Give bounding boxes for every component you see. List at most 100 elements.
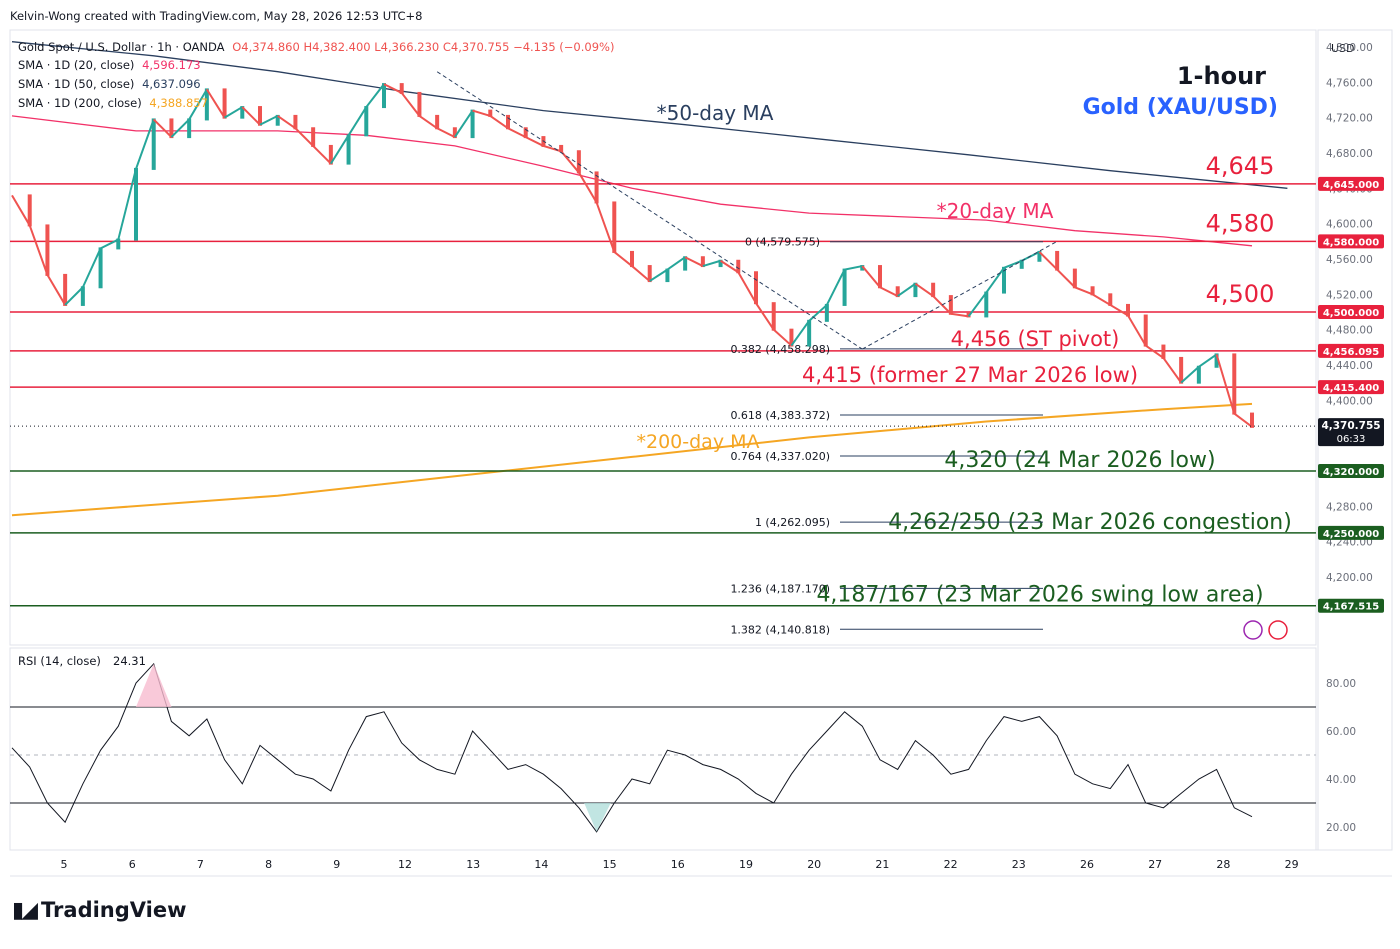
level-label: 4,645 [1206, 152, 1275, 180]
price-candle [612, 201, 617, 253]
level-axis-label: 4,500.000 [1323, 308, 1379, 319]
price-candle [1126, 303, 1130, 317]
price-candle [771, 302, 776, 331]
chart-title: 1-hour [1177, 62, 1266, 90]
price-candle [1179, 356, 1184, 384]
price-segment [81, 247, 102, 288]
price-tick-label: 4,520.00 [1326, 289, 1373, 301]
legend-symbol-row: Gold Spot / U.S. Dollar · 1h · OANDA O4,… [18, 40, 614, 54]
legend-sma20-value: 4,596.173 [142, 58, 201, 72]
price-segment [46, 274, 67, 306]
price-segment [489, 115, 509, 130]
price-candle [311, 127, 316, 147]
price-candle [435, 114, 440, 130]
price-candle [1037, 250, 1042, 262]
legend-sma50-row: SMA · 1D (50, close) 4,637.096 [18, 77, 201, 91]
price-tick-label: 4,200.00 [1326, 572, 1373, 584]
rsi-tick-label: 40.00 [1326, 774, 1356, 786]
price-segment [28, 225, 49, 276]
sma200-label: *200-day MA [637, 431, 760, 453]
price-candle [789, 328, 794, 347]
price-segment [1180, 366, 1200, 384]
price-candle [1055, 250, 1060, 271]
time-tick-label: 12 [398, 858, 412, 871]
time-tick-label: 23 [1012, 858, 1026, 871]
price-segment [861, 265, 881, 288]
price-segment [1198, 353, 1218, 368]
legend-sma20-row: SMA · 1D (20, close) 4,596.173 [18, 58, 201, 72]
legend-sma200-value: 4,388.857 [149, 96, 208, 110]
price-segment [1003, 259, 1023, 269]
price-candle [204, 88, 209, 121]
price-segment [170, 118, 190, 138]
price-candle [98, 247, 103, 289]
price-candle [913, 282, 918, 298]
price-segment [525, 136, 544, 147]
event-icon-lightning [1243, 620, 1263, 640]
price-candle [222, 88, 227, 119]
price-candle [736, 259, 741, 274]
author-line: Kelvin-Wong created with TradingView.com… [10, 9, 423, 23]
rsi-last-value: 24.31 [113, 654, 146, 668]
time-tick-label: 27 [1148, 858, 1162, 871]
price-candle [187, 118, 192, 139]
price-segment [577, 171, 598, 203]
level-axis-label: 4,456.095 [1323, 347, 1379, 358]
price-segment [472, 109, 491, 117]
price-candle [948, 295, 953, 315]
sma20-line [11, 115, 1253, 247]
price-candle [1232, 353, 1237, 415]
last-price-label: 4,370.755 [1321, 420, 1380, 432]
price-segment [294, 127, 314, 147]
price-segment [383, 83, 403, 94]
level-label: 4,456 (ST pivot) [951, 327, 1120, 351]
price-candle [878, 265, 882, 289]
fib-trend-dash-2 [862, 240, 1058, 350]
price-candle [346, 134, 351, 165]
price-candle [559, 144, 564, 153]
price-segment [64, 286, 84, 306]
rsi-tick-label: 20.00 [1326, 822, 1356, 834]
price-segment [950, 312, 969, 318]
price-candle [488, 109, 493, 117]
tradingview-logo-text: TradingView [41, 898, 187, 922]
price-segment [1127, 315, 1147, 347]
level-label: 4,500 [1206, 280, 1275, 308]
fib-trend-dash-1 [436, 71, 863, 350]
price-segment [277, 115, 297, 130]
price-segment [825, 269, 846, 306]
price-segment [1056, 268, 1076, 288]
price-candle [1250, 412, 1254, 428]
price-segment [224, 106, 243, 119]
level-axis-badge [1318, 380, 1384, 395]
price-segment [418, 115, 438, 130]
legend-sma20-label: SMA · 1D (20, close) [18, 58, 135, 72]
rsi-tick-label: 80.00 [1326, 678, 1356, 690]
time-tick-label: 14 [534, 858, 548, 871]
price-candle [594, 171, 599, 204]
price-segment [330, 134, 350, 165]
time-tick-label: 8 [265, 858, 272, 871]
tradingview-logo[interactable]: ▮◢ TradingView [12, 898, 187, 923]
price-candle [1090, 286, 1095, 296]
price-segment [755, 302, 775, 331]
price-candle [417, 91, 422, 117]
price-segment [543, 144, 562, 153]
price-tick-label: 4,280.00 [1326, 501, 1373, 513]
legend-sma50-label: SMA · 1D (50, close) [18, 77, 135, 91]
level-axis-badge [1318, 343, 1384, 358]
price-candle [27, 194, 32, 227]
price-segment [1074, 286, 1093, 296]
chart-subtitle: Gold (XAU/USD) [1083, 95, 1278, 120]
price-segment [153, 118, 173, 138]
price-segment [436, 127, 456, 138]
price-candle [240, 106, 245, 119]
price-candle [1108, 293, 1113, 306]
price-segment [365, 83, 385, 108]
price-candle [275, 114, 280, 126]
price-segment [400, 92, 421, 117]
price-segment [684, 256, 704, 267]
price-segment [135, 119, 155, 170]
level-axis-badge [1318, 598, 1384, 613]
